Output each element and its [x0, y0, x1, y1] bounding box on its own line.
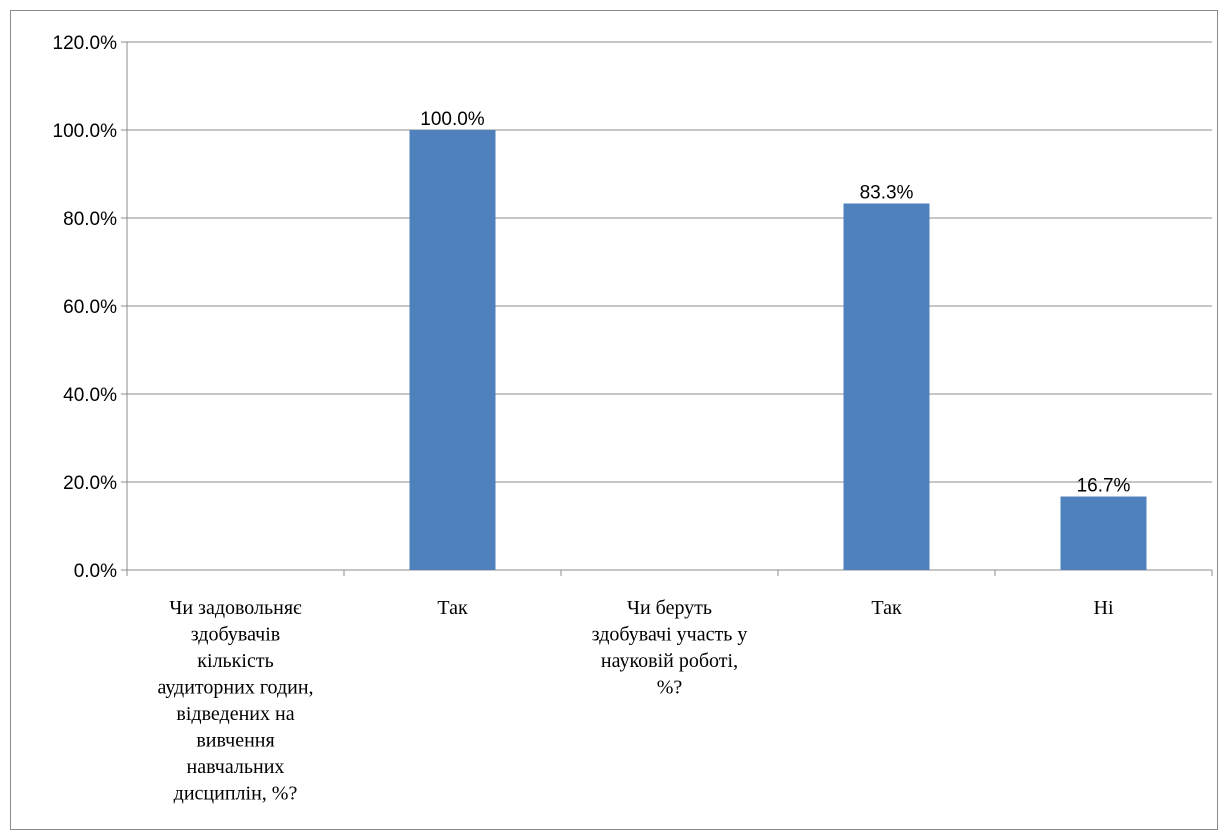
- x-category-label: Так: [871, 597, 902, 619]
- y-tick-label: 120.0%: [53, 33, 118, 54]
- x-category-label-line: Так: [437, 597, 468, 619]
- data-label: 100.0%: [420, 109, 485, 130]
- y-tick-label: 40.0%: [63, 385, 117, 406]
- y-tick-label: 20.0%: [63, 473, 117, 494]
- bar: [409, 130, 496, 570]
- bar: [1060, 496, 1147, 570]
- x-category-label-line: відведених на: [176, 703, 294, 725]
- y-tick-label: 100.0%: [53, 121, 118, 142]
- y-tick-label: 60.0%: [63, 297, 117, 318]
- y-tick-label: 80.0%: [63, 209, 117, 230]
- x-category-label-line: здобувачів: [191, 624, 280, 646]
- data-label: 16.7%: [1077, 476, 1131, 497]
- x-category-label: Чи беруть здобувачі участь у науковій робо…: [592, 597, 748, 699]
- x-category-label-line: Чи беруть: [627, 597, 712, 619]
- x-category-label-line: навчальних: [187, 756, 285, 778]
- x-category-label-line: здобувачі участь у: [592, 624, 748, 646]
- bar: [843, 203, 930, 571]
- x-category-label-line: дисциплін, %?: [174, 783, 298, 805]
- x-category-label: Чи задовольняє здобувачів кількість аудитор…: [157, 597, 313, 805]
- x-category-label-line: кількість: [197, 650, 273, 672]
- y-tick-label: 0.0%: [74, 561, 117, 582]
- x-category-label-line: вивчення: [196, 730, 274, 752]
- data-label: 83.3%: [860, 182, 914, 203]
- x-category-label-line: Так: [871, 597, 902, 619]
- x-category-label-line: %?: [657, 677, 683, 699]
- x-category-label: Ні: [1094, 597, 1114, 619]
- x-category-label-line: науковій роботі,: [601, 650, 738, 672]
- x-category-label: Так: [437, 597, 468, 619]
- x-category-label-line: Ні: [1094, 597, 1114, 619]
- x-category-label-line: Чи задовольняє: [169, 597, 302, 619]
- x-category-label-line: аудиторних годин,: [157, 677, 313, 699]
- chart-frame: [10, 10, 1218, 830]
